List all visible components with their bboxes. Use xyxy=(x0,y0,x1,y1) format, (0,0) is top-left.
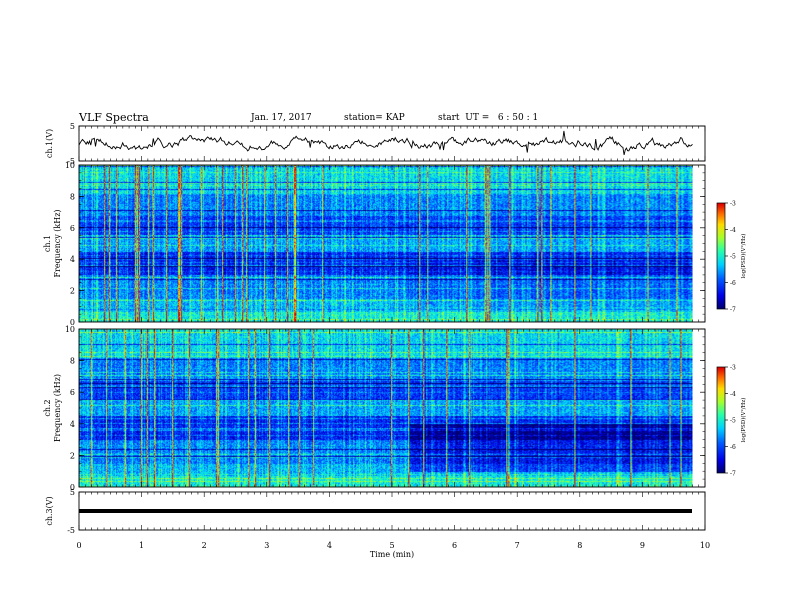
xtick-label-1: 1 xyxy=(139,541,144,550)
waveform-layer xyxy=(78,130,693,513)
ytick-label-2-3: 6 xyxy=(70,224,75,233)
ylabel-channel-1: ch.1 xyxy=(43,235,52,252)
ytick-label-2-2: 4 xyxy=(70,255,75,264)
xtick-label-5: 5 xyxy=(389,541,394,550)
colorbar-tick-label: -7 xyxy=(730,307,736,314)
ylabel-channel-2: ch.2 xyxy=(43,399,52,416)
xtick-label-9: 9 xyxy=(640,541,645,550)
ytick-label-3-5: 10 xyxy=(65,325,75,334)
ytick-label-2-4: 8 xyxy=(70,192,75,201)
ytick-label-3-0: 0 xyxy=(70,483,75,492)
xtick-label-7: 7 xyxy=(515,541,520,550)
ytick-label-3-4: 8 xyxy=(70,357,75,366)
colorbar-tick-label: -6 xyxy=(730,280,736,287)
ytick-label-4-0: 5 xyxy=(70,488,75,497)
colorbar-tick-label: -4 xyxy=(730,391,736,398)
axes-layer: -3 -4 -5 -6 -7 log(PSD)(V²/Hz) -3 -4 -5 -6 -7 log(P… xyxy=(43,122,747,559)
colorbar-label: log(PSD)(V²/Hz) xyxy=(740,234,747,279)
spectrogram-image-1 xyxy=(79,165,693,322)
figure-title: VLF Spectra xyxy=(79,111,149,124)
ylabel-4: ch.3(V) xyxy=(45,496,54,525)
colorbar-tick-label: -5 xyxy=(730,418,736,425)
xtick-label-0: 0 xyxy=(76,541,81,550)
colorbar-tick-label: -3 xyxy=(730,201,736,208)
xtick-label-4: 4 xyxy=(327,541,332,550)
panel-frame-1 xyxy=(78,125,706,162)
date-label: Jan. 17, 2017 xyxy=(251,113,312,123)
ytick-label-3-3: 6 xyxy=(70,388,75,397)
spectrogram-layer xyxy=(79,165,725,487)
xtick-label-2: 2 xyxy=(202,541,207,550)
colorbar-tick-label: -4 xyxy=(730,227,736,234)
xtick-label-3: 3 xyxy=(264,541,269,550)
spectrogram-image-2 xyxy=(79,329,693,487)
start-time-label: start UT = 6 : 50 : 1 xyxy=(438,113,539,123)
ylabel-1: ch.1(V) xyxy=(45,129,54,158)
station-label: station= KAP xyxy=(344,113,405,123)
ytick-label-1-1: -5 xyxy=(67,157,75,166)
colorbar-tick-label: -7 xyxy=(730,471,736,478)
ylabel-frequency-2: Frequency (kHz) xyxy=(53,374,62,442)
colorbar-1 xyxy=(717,203,725,309)
xtick-label-6: 6 xyxy=(452,541,457,550)
ylabel-frequency-1: Frequency (kHz) xyxy=(53,209,62,277)
ytick-label-2-1: 2 xyxy=(70,287,75,296)
xaxis-label: Time (min) xyxy=(370,550,414,559)
ytick-label-4-1: -5 xyxy=(67,526,75,535)
colorbar-tick-label: -3 xyxy=(730,365,736,372)
xtick-label-10: 10 xyxy=(700,541,710,550)
ytick-label-2-0: 0 xyxy=(70,318,75,327)
ytick-label-3-2: 4 xyxy=(70,420,75,429)
ytick-label-1-0: 5 xyxy=(70,122,75,131)
colorbar-label: log(PSD)(V²/Hz) xyxy=(740,398,747,443)
xtick-label-8: 8 xyxy=(577,541,582,550)
ch1-trace xyxy=(78,130,693,156)
colorbar-tick-label: -6 xyxy=(730,444,736,451)
colorbar-2 xyxy=(717,367,725,473)
ytick-label-3-1: 2 xyxy=(70,451,75,460)
colorbar-tick-label: -5 xyxy=(730,254,736,261)
ytick-label-2-5: 10 xyxy=(65,161,75,170)
